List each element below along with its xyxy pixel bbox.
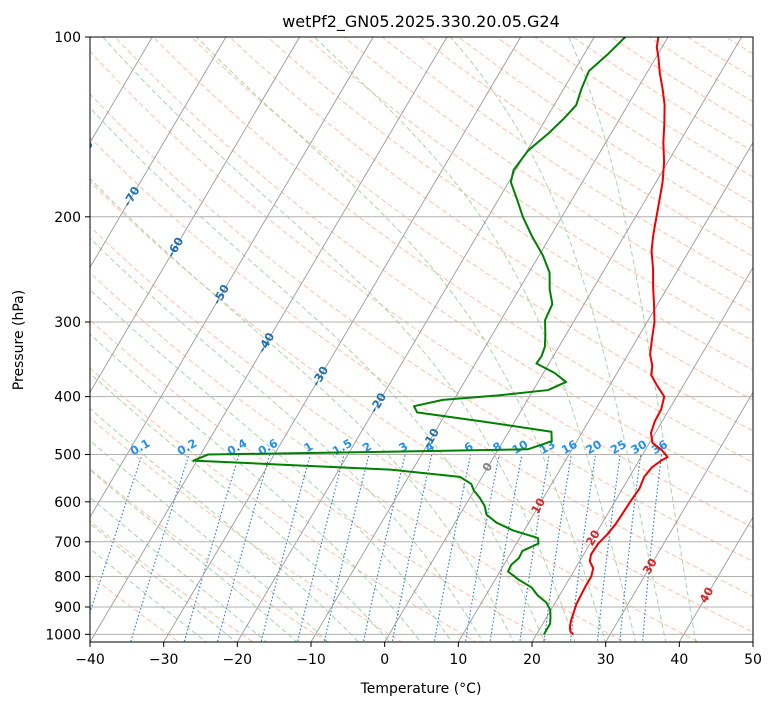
- moist-adiabat-line: [90, 547, 207, 642]
- plot-frame: [89, 36, 754, 643]
- y-tick-label: 400: [54, 390, 81, 406]
- isotherm-line: [678, 516, 753, 642]
- mixing-ratio-label: 13: [537, 437, 558, 457]
- isotherm-line: [236, 37, 595, 642]
- isotherm-line: [90, 37, 153, 144]
- dry-adiabat-line: [90, 225, 701, 642]
- dry-adiabat-line: [228, 37, 753, 401]
- profiles: [192, 37, 669, 636]
- isotherm-line: [163, 37, 522, 642]
- temperature-profile-line: [568, 37, 669, 636]
- isotherm-line: [605, 391, 753, 642]
- isotherm-line: [457, 141, 753, 642]
- dry-adiabat-line: [90, 272, 626, 642]
- moist-adiabat-line: [568, 37, 697, 642]
- mixing-ratio-label: 30: [628, 437, 649, 457]
- isotherm-line: [531, 266, 753, 642]
- y-tick-label: 100: [54, 30, 81, 46]
- moist-adiabat-line: [90, 288, 453, 642]
- dry-adiabat-line: [152, 37, 753, 463]
- moist-adiabat-line: [90, 469, 298, 642]
- dry-adiabat-line: [90, 50, 753, 529]
- dry-adiabat-line: [190, 37, 753, 432]
- x-tick-label: −30: [149, 652, 179, 668]
- x-tick-label: −10: [296, 652, 326, 668]
- isotherm-line: [90, 37, 448, 642]
- moist-adiabat-line: [90, 496, 268, 642]
- moist-adiabat-line: [90, 522, 237, 642]
- isotherm-line: [310, 37, 669, 642]
- x-tick-label: 30: [597, 652, 615, 668]
- y-tick-label: 800: [54, 569, 81, 585]
- dry-adiabat-line: [90, 136, 753, 597]
- isotherm-line: [90, 37, 227, 269]
- dry-adiabat-line: [90, 367, 478, 642]
- x-tick-label: −40: [75, 652, 105, 668]
- mixing-ratio-label: 16: [559, 437, 580, 457]
- pressure-grid: [90, 37, 753, 635]
- mixing-ratio-label: 25: [608, 437, 629, 457]
- x-axis: −40 −30 −20 −10 0 10 20 30 40 50: [75, 642, 762, 668]
- isotherm-line: [384, 37, 743, 642]
- isotherm-line: [90, 37, 301, 394]
- dry-adiabats: [90, 37, 753, 642]
- x-tick-label: 0: [380, 652, 389, 668]
- y-tick-label: 300: [54, 315, 81, 331]
- isotherm-label: 10: [528, 495, 548, 516]
- isotherms: [90, 37, 753, 642]
- y-tick-label: 700: [54, 535, 81, 551]
- x-axis-label: Temperature (°C): [360, 681, 482, 697]
- x-tick-label: −20: [223, 652, 253, 668]
- dewpoint-profile-line: [192, 37, 626, 635]
- chart-title: wetPf2_GN05.2025.330.20.05.G24: [282, 12, 560, 32]
- dry-adiabat-line: [305, 37, 753, 342]
- isotherm-label: 40: [696, 584, 716, 605]
- dry-adiabat-line: [90, 417, 403, 642]
- y-tick-label: 900: [54, 600, 81, 616]
- dry-adiabat-line: [90, 574, 180, 642]
- mixing-ratio-label: 20: [583, 437, 604, 457]
- mixing-ratio-label: 10: [509, 437, 530, 457]
- y-tick-label: 200: [54, 210, 81, 226]
- dry-adiabat-line: [266, 37, 753, 371]
- y-tick-label: 500: [54, 448, 81, 464]
- y-axis-label: Pressure (hPa): [11, 290, 27, 390]
- x-tick-label: 50: [744, 652, 762, 668]
- y-axis: 100 200 300 400 500 600 700 800 900 1000: [45, 30, 90, 643]
- y-tick-label: 1000: [45, 627, 81, 643]
- y-tick-label: 600: [54, 495, 81, 511]
- moist-adiabat-line: [90, 107, 545, 642]
- dry-adiabat-line: [90, 520, 255, 642]
- x-tick-label: 10: [449, 652, 467, 668]
- x-tick-label: 40: [670, 652, 688, 668]
- dry-adiabat-line: [90, 319, 552, 642]
- isotherm-line: [90, 37, 374, 519]
- x-tick-label: 20: [523, 652, 541, 668]
